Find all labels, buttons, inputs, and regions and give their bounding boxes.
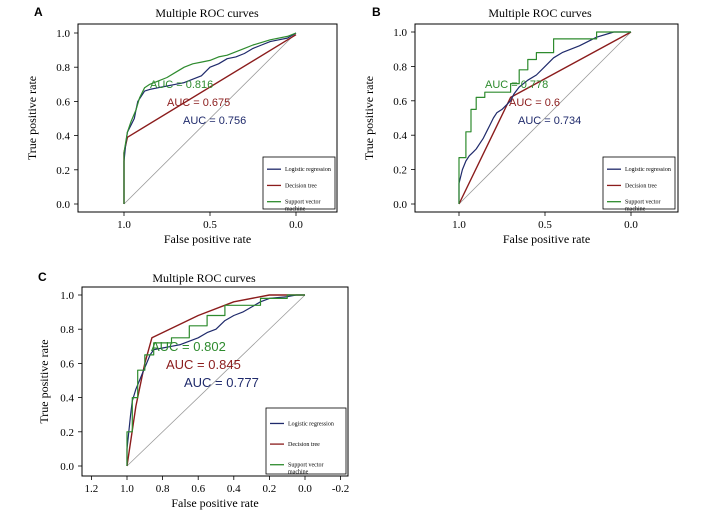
roc-panels: Multiple ROC curves 1.0 0.5 0.0 0.0 0.2 0.4 0.6… [25, 6, 679, 510]
auc-annotation-svm: AUC = 0.802 [151, 339, 226, 354]
legend: Logistic regression Decision tree Support … [602, 156, 676, 213]
x-tick-label: 1.2 [85, 483, 99, 495]
auc-annotation-tree: AUC = 0.675 [167, 97, 230, 109]
y-axis-label: True positive rate [362, 76, 376, 160]
y-tick-label: 0.0 [393, 199, 407, 211]
series-line-tree [126, 294, 305, 467]
y-tick-label: 0.8 [393, 61, 407, 73]
roc-panel-a: Multiple ROC curves 1.0 0.5 0.0 0.0 0.2 0.4 0.6… [25, 6, 338, 246]
roc-panel-b: Multiple ROC curves 1.0 0.5 0.0 0.0 0.2 0.4 0.6… [362, 6, 679, 246]
y-tick-label: 0.2 [393, 165, 407, 177]
legend: Logistic regression Decision tree Support … [265, 407, 347, 476]
series-line-logistic [458, 31, 631, 204]
y-tick-label: 0.8 [56, 62, 70, 74]
legend-box [262, 156, 336, 210]
x-tick-label: 0.0 [298, 483, 312, 495]
panel-label-c: C [38, 270, 47, 284]
panel-label-b: B [372, 5, 381, 19]
legend-label-tree: Decision tree [288, 442, 320, 448]
auc-annotation-svm: AUC = 0.778 [485, 79, 548, 91]
series-line-svm [123, 32, 297, 204]
y-tick-label: 0.2 [56, 165, 70, 177]
y-tick-label: 1.0 [60, 290, 74, 302]
legend-label-logistic: Logistic regression [288, 421, 334, 427]
series-line-svm [458, 31, 631, 204]
x-tick-label: 1.0 [452, 219, 466, 231]
legend-box [602, 156, 676, 210]
y-tick-label: 0.6 [56, 96, 70, 108]
x-tick-label: 0.0 [624, 219, 638, 231]
chart-title: Multiple ROC curves [155, 6, 259, 20]
x-tick-label: 1.0 [120, 483, 134, 495]
legend-box [265, 407, 347, 475]
x-tick-label: 0.6 [191, 483, 205, 495]
y-tick-label: 0.6 [60, 358, 74, 370]
x-tick-label: 0.8 [156, 483, 170, 495]
y-tick-label: 0.8 [60, 324, 74, 336]
x-axis-label: False positive rate [164, 232, 251, 246]
x-tick-label: 0.5 [203, 219, 217, 231]
series-line-tree [458, 31, 632, 205]
auc-annotation-tree: AUC = 0.845 [166, 357, 241, 372]
panel-label-a: A [34, 5, 43, 19]
y-tick-label: 1.0 [56, 28, 70, 40]
y-tick-label: 0.2 [60, 427, 74, 439]
x-tick-label: 0.2 [263, 483, 277, 495]
series-line-svm [126, 294, 305, 466]
y-tick-label: 1.0 [393, 27, 407, 39]
x-tick-label: 1.0 [117, 219, 131, 231]
roc-panel-c: Multiple ROC curves 1.2 1.0 0.8 0.6 0.4 0.2 0.0… [37, 271, 349, 510]
auc-annotation-tree: AUC = 0.6 [509, 97, 560, 109]
y-tick-label: 0.4 [56, 131, 70, 143]
series-line-logistic [123, 32, 297, 204]
x-tick-label: 0.0 [289, 219, 303, 231]
x-axis-label: False positive rate [171, 496, 258, 510]
auc-annotation-logistic: AUC = 0.777 [184, 375, 259, 390]
legend-label-svm: Support vector machine [625, 200, 661, 213]
diagonal-reference-line [126, 294, 306, 467]
y-tick-label: 0.0 [60, 461, 74, 473]
auc-annotation-logistic: AUC = 0.734 [518, 115, 581, 127]
x-tick-label: -0.2 [332, 483, 349, 495]
y-tick-label: 0.4 [60, 393, 74, 405]
auc-annotation-logistic: AUC = 0.756 [183, 115, 246, 127]
legend-label-svm: Support vector machine [285, 200, 321, 213]
legend-label-logistic: Logistic regression [625, 167, 671, 173]
chart-title: Multiple ROC curves [152, 271, 256, 285]
legend-label-tree: Decision tree [625, 183, 657, 189]
y-axis-label: True positive rate [25, 76, 39, 160]
auc-annotation-svm: AUC = 0.816 [150, 79, 213, 91]
y-tick-label: 0.6 [393, 96, 407, 108]
x-tick-label: 0.4 [227, 483, 241, 495]
diagonal-reference-line [458, 31, 632, 205]
y-axis-label: True positive rate [37, 339, 51, 423]
legend-label-svm: Support vector machine [288, 463, 324, 476]
y-tick-label: 0.0 [56, 199, 70, 211]
x-tick-label: 0.5 [538, 219, 552, 231]
legend-label-logistic: Logistic regression [285, 167, 331, 173]
diagonal-reference-line [123, 32, 297, 205]
x-axis-label: False positive rate [503, 232, 590, 246]
y-tick-label: 0.4 [393, 130, 407, 142]
legend-label-tree: Decision tree [285, 183, 317, 189]
chart-title: Multiple ROC curves [488, 6, 592, 20]
legend: Logistic regression Decision tree Support … [262, 156, 336, 213]
